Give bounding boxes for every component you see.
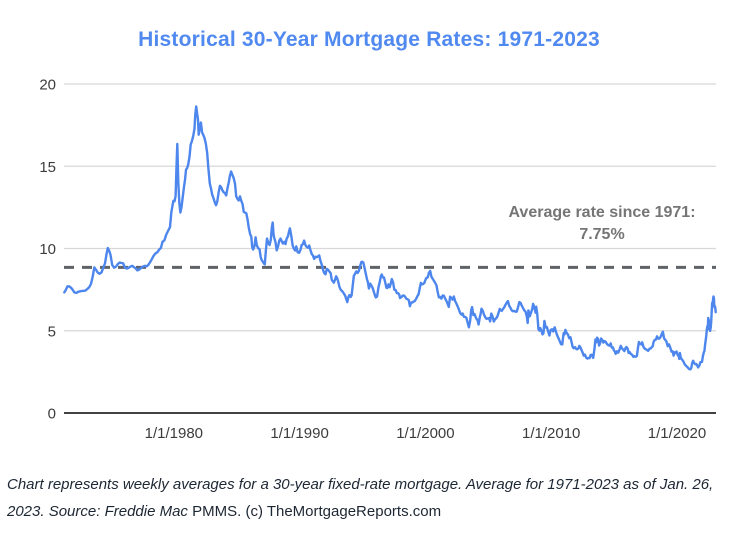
caption-italic-text: Chart represents weekly averages for a 3… (7, 476, 714, 520)
x-axis-tick-label: 1/1/2000 (396, 425, 454, 442)
mortgage-rate-chart: 0 5 10 15 20 1/1/1980 1/1/1990 1/1/2000 1/1/2010… (39, 77, 717, 442)
y-axis-tick-label: 20 (39, 77, 56, 94)
y-axis-tick-label: 15 (39, 159, 56, 176)
y-axis-tick-label: 5 (48, 323, 56, 340)
average-rate-annotation: Average rate since 1971: 7.75% (442, 202, 738, 246)
x-axis-tick-label: 1/1/1990 (270, 425, 328, 442)
y-axis-tick-label: 10 (39, 241, 56, 258)
x-axis-tick-label: 1/1/2020 (648, 425, 706, 442)
y-axis-tick-label: 0 (48, 406, 56, 423)
caption-regular-text: PMMS. (c) TheMortgageReports.com (192, 503, 442, 520)
average-rate-annotation-line2: 7.75% (579, 226, 625, 243)
chart-title: Historical 30-Year Mortgage Rates: 1971-… (138, 28, 600, 51)
x-axis-tick-label: 1/1/2010 (522, 425, 580, 442)
average-rate-annotation-line1: Average rate since 1971: (508, 204, 696, 221)
x-axis-tick-label: 1/1/1980 (145, 425, 203, 442)
rate-line-series (63, 105, 717, 371)
chart-caption: Chart represents weekly averages for a 3… (7, 471, 735, 525)
